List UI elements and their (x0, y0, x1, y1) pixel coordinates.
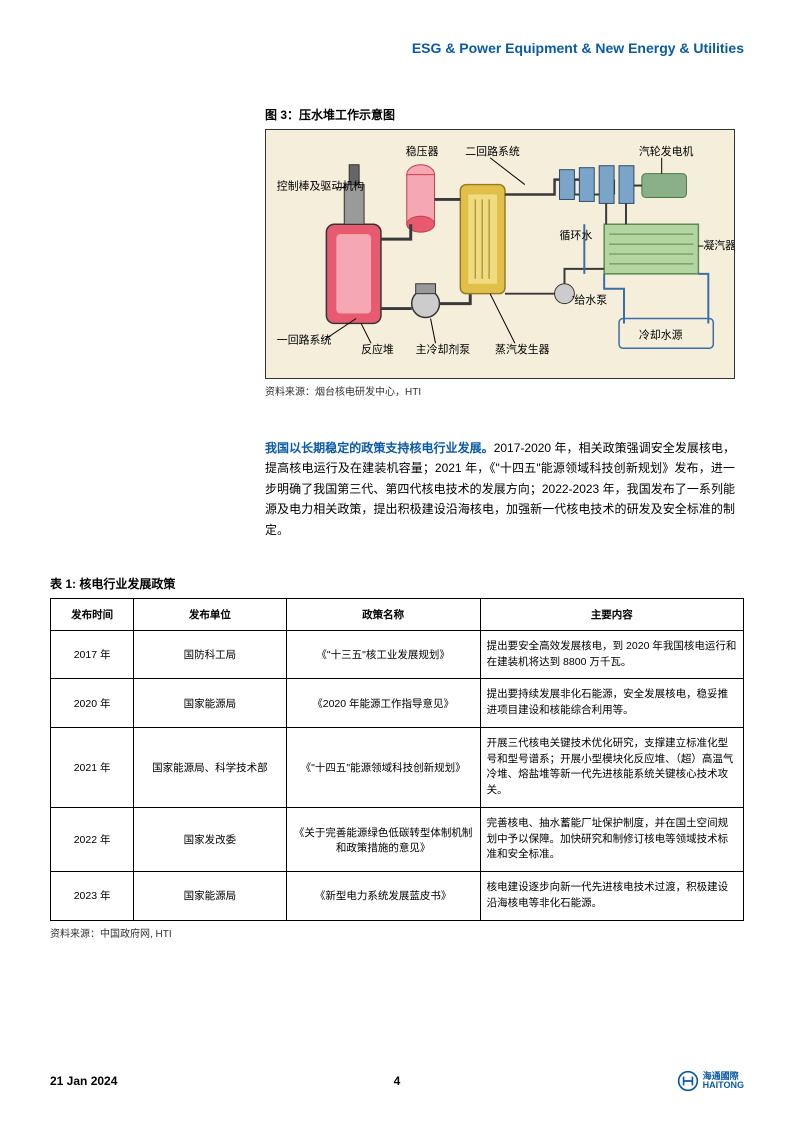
svg-text:主冷却剂泵: 主冷却剂泵 (416, 342, 471, 356)
figure-title: 图 3：压水堆工作示意图 (265, 106, 744, 123)
table-cell: 《"十四五"能源领域科技创新规划》 (286, 727, 480, 807)
page-header: ESG & Power Equipment & New Energy & Uti… (50, 40, 744, 56)
table-cell: 完善核电、抽水蓄能厂址保护制度，并在国土空间规划中予以保障。加快研究和制修订核电… (480, 807, 743, 871)
table-cell: 2022 年 (51, 807, 134, 871)
table-row: 2023 年国家能源局《新型电力系统发展蓝皮书》核电建设逐步向新一代先进核电技术… (51, 872, 744, 921)
table-header-cell: 发布单位 (134, 598, 286, 630)
table-cell: 2021 年 (51, 727, 134, 807)
table-cell: 《关于完善能源绿色低碳转型体制机制和政策措施的意见》 (286, 807, 480, 871)
svg-text:冷却水源: 冷却水源 (639, 327, 683, 341)
pwr-diagram: 控制棒及驱动机构 稳压器 二回路系统 汽轮发电机 凝汽器 循环水 给水泵 冷却水… (265, 129, 735, 379)
svg-text:控制棒及驱动机构: 控制棒及驱动机构 (277, 179, 364, 193)
table-cell: 2020 年 (51, 679, 134, 728)
table-cell: 国家能源局 (134, 679, 286, 728)
svg-text:稳压器: 稳压器 (406, 144, 439, 158)
svg-text:循环水: 循环水 (560, 229, 593, 242)
table-cell: 提出要安全高效发展核电，到 2020 年我国核电运行和在建装机将达到 8800 … (480, 630, 743, 679)
table-cell: 国家发改委 (134, 807, 286, 871)
table-row: 2021 年国家能源局、科学技术部《"十四五"能源领域科技创新规划》开展三代核电… (51, 727, 744, 807)
haitong-logo-icon (677, 1070, 699, 1092)
logo-text-en: HAITONG (703, 1081, 744, 1090)
body-paragraph: 我国以长期稳定的政策支持核电行业发展。2017-2020 年，相关政策强调安全发… (265, 438, 735, 540)
table-cell: 《新型电力系统发展蓝皮书》 (286, 872, 480, 921)
table-cell: 提出要持续发展非化石能源，安全发展核电，稳妥推进项目建设和核能综合利用等。 (480, 679, 743, 728)
svg-text:汽轮发电机: 汽轮发电机 (639, 144, 694, 158)
table-cell: 国家能源局 (134, 872, 286, 921)
table-row: 2020 年国家能源局《2020 年能源工作指导意见》提出要持续发展非化石能源，… (51, 679, 744, 728)
paragraph-body: 2017-2020 年，相关政策强调安全发展核电，提高核电运行及在建装机容量；2… (265, 441, 735, 537)
table-header-cell: 政策名称 (286, 598, 480, 630)
table-cell: 国家能源局、科学技术部 (134, 727, 286, 807)
table-cell: 2017 年 (51, 630, 134, 679)
footer-date: 21 Jan 2024 (50, 1074, 117, 1088)
page-footer: 21 Jan 2024 4 海通國際 HAITONG (50, 1070, 744, 1092)
svg-text:二回路系统: 二回路系统 (465, 145, 520, 158)
table-cell: 《2020 年能源工作指导意见》 (286, 679, 480, 728)
svg-text:给水泵: 给水泵 (574, 294, 607, 307)
svg-text:一回路系统: 一回路系统 (277, 333, 332, 346)
table-cell: 国防科工局 (134, 630, 286, 679)
table-row: 2017 年国防科工局《"十三五"核工业发展规划》提出要安全高效发展核电，到 2… (51, 630, 744, 679)
footer-page-number: 4 (394, 1074, 401, 1088)
svg-text:反应堆: 反应堆 (361, 342, 394, 356)
svg-text:蒸汽发生器: 蒸汽发生器 (495, 342, 550, 356)
table-cell: 《"十三五"核工业发展规划》 (286, 630, 480, 679)
policy-table: 发布时间发布单位政策名称主要内容 2017 年国防科工局《"十三五"核工业发展规… (50, 598, 744, 921)
table-source: 资料来源：中国政府网, HTI (50, 925, 744, 940)
haitong-logo: 海通國際 HAITONG (677, 1070, 744, 1092)
figure-source: 资料来源：烟台核电研发中心，HTI (265, 383, 735, 398)
paragraph-lead: 我国以长期稳定的政策支持核电行业发展。 (265, 441, 494, 455)
svg-text:凝汽器: 凝汽器 (703, 238, 734, 252)
table-title: 表 1: 核电行业发展政策 (50, 575, 744, 592)
table-cell: 核电建设逐步向新一代先进核电技术过渡，积极建设沿海核电等非化石能源。 (480, 872, 743, 921)
table-cell: 2023 年 (51, 872, 134, 921)
table-row: 2022 年国家发改委《关于完善能源绿色低碳转型体制机制和政策措施的意见》完善核… (51, 807, 744, 871)
table-header-cell: 发布时间 (51, 598, 134, 630)
table-header-cell: 主要内容 (480, 598, 743, 630)
table-cell: 开展三代核电关键技术优化研究，支撑建立标准化型号和型号谱系；开展小型模块化反应堆… (480, 727, 743, 807)
diagram-container: 控制棒及驱动机构 稳压器 二回路系统 汽轮发电机 凝汽器 循环水 给水泵 冷却水… (265, 129, 735, 398)
